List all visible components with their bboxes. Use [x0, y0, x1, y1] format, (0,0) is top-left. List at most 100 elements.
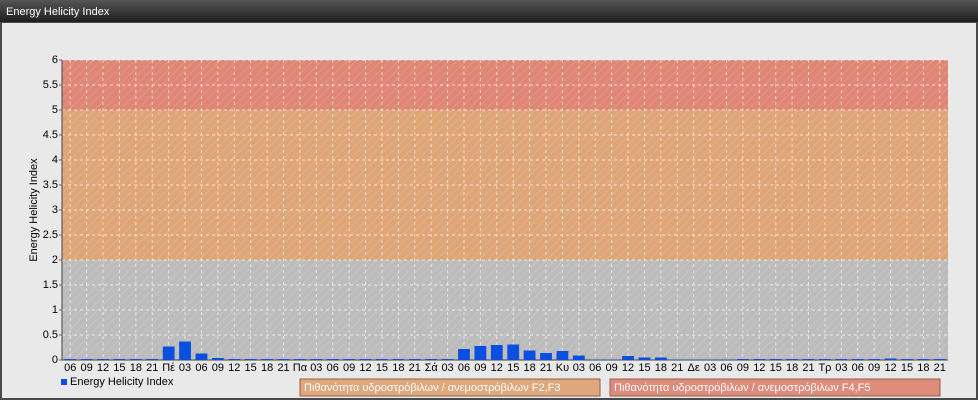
x-tick-label: 06: [458, 362, 470, 374]
x-tick-label: 21: [671, 362, 683, 374]
x-tick-label: 12: [228, 362, 240, 374]
bar: [638, 357, 651, 360]
bar: [64, 359, 77, 360]
x-tick-label: 15: [901, 362, 913, 374]
bar: [80, 359, 93, 360]
x-tick-label: 15: [245, 362, 257, 374]
band-legend-label: Πιθανότητα υδροστρόβιλων / ανεμοστρόβιλω…: [614, 382, 871, 394]
x-tick-label: 03: [441, 362, 453, 374]
bar: [671, 359, 684, 360]
x-tick-label: 06: [589, 362, 601, 374]
y-tick-label: 0.5: [43, 329, 58, 341]
bar: [277, 359, 290, 360]
x-tick-label: 18: [130, 362, 142, 374]
x-tick-label: Πέ: [162, 362, 175, 374]
x-tick-label: Τρ: [818, 362, 831, 374]
y-tick-label: 6: [52, 54, 58, 66]
x-tick-label: 15: [770, 362, 782, 374]
bar: [605, 359, 618, 360]
x-tick-label: Δε: [688, 362, 700, 374]
bar: [835, 359, 848, 360]
title-bar: [0, 0, 978, 22]
bar: [211, 358, 224, 360]
bar: [884, 358, 897, 360]
bar: [769, 359, 782, 360]
bar: [490, 345, 503, 360]
x-tick-label: 06: [720, 362, 732, 374]
y-tick-label: 3: [52, 204, 58, 216]
x-tick-label: 18: [786, 362, 798, 374]
x-tick-label: 12: [753, 362, 765, 374]
x-tick-label: 18: [655, 362, 667, 374]
bar: [753, 359, 766, 360]
x-tick-label: 21: [540, 362, 552, 374]
bar: [622, 356, 634, 360]
bar: [195, 353, 208, 360]
y-tick-label: 2.5: [43, 229, 58, 241]
bar: [572, 355, 585, 360]
x-tick-label: 03: [179, 362, 191, 374]
y-axis-label: Energy Helicity Index: [28, 158, 40, 262]
x-tick-label: 03: [835, 362, 847, 374]
y-tick-label: 0: [52, 354, 58, 366]
bar: [359, 359, 372, 360]
bar: [786, 359, 799, 360]
bar: [129, 359, 142, 360]
x-tick-label: 09: [212, 362, 224, 374]
bar: [97, 359, 109, 360]
bar: [294, 359, 306, 360]
bar: [474, 346, 487, 360]
x-tick-label: 21: [802, 362, 814, 374]
bar: [425, 359, 438, 360]
bar: [310, 359, 323, 360]
x-tick-label: 09: [737, 362, 749, 374]
bar: [507, 344, 520, 360]
bar: [261, 359, 273, 360]
x-tick-label: Σά: [425, 362, 439, 374]
bar: [917, 359, 930, 360]
bar: [228, 359, 241, 360]
bar: [687, 359, 700, 360]
x-tick-label: 09: [606, 362, 618, 374]
bar: [851, 359, 864, 360]
bar: [113, 359, 126, 360]
x-tick-label: Πα: [293, 362, 308, 374]
x-tick-label: 15: [638, 362, 650, 374]
y-tick-label: 3.5: [43, 179, 58, 191]
x-tick-label: 15: [376, 362, 388, 374]
x-tick-label: 06: [195, 362, 207, 374]
x-tick-label: 09: [868, 362, 880, 374]
bar: [720, 359, 733, 360]
bar: [458, 349, 470, 360]
x-tick-label: 03: [310, 362, 322, 374]
bar: [392, 359, 405, 360]
x-tick-label: 12: [97, 362, 109, 374]
y-tick-label: 4: [52, 154, 58, 166]
y-tick-label: 1: [52, 304, 58, 316]
x-tick-label: 18: [523, 362, 535, 374]
x-tick-label: 18: [392, 362, 404, 374]
bar: [244, 359, 257, 360]
legend-label: Energy Helicity Index: [70, 376, 174, 388]
x-tick-label: 12: [622, 362, 634, 374]
bar: [376, 359, 388, 360]
bar: [556, 351, 569, 360]
bar: [704, 359, 716, 360]
y-tick-label: 2: [52, 254, 58, 266]
bar: [933, 359, 946, 360]
x-tick-label: 12: [359, 362, 371, 374]
y-tick-label: 5: [52, 104, 58, 116]
bar: [819, 359, 831, 360]
bar: [802, 359, 815, 360]
bar: [654, 357, 667, 360]
band-legend-box: [609, 378, 941, 397]
bar: [326, 359, 339, 360]
x-tick-label: 12: [884, 362, 896, 374]
bar: [737, 359, 749, 360]
bar: [408, 359, 421, 360]
bar: [441, 359, 454, 360]
bar: [523, 350, 536, 360]
x-tick-label: 09: [80, 362, 92, 374]
x-tick-label: 09: [474, 362, 486, 374]
